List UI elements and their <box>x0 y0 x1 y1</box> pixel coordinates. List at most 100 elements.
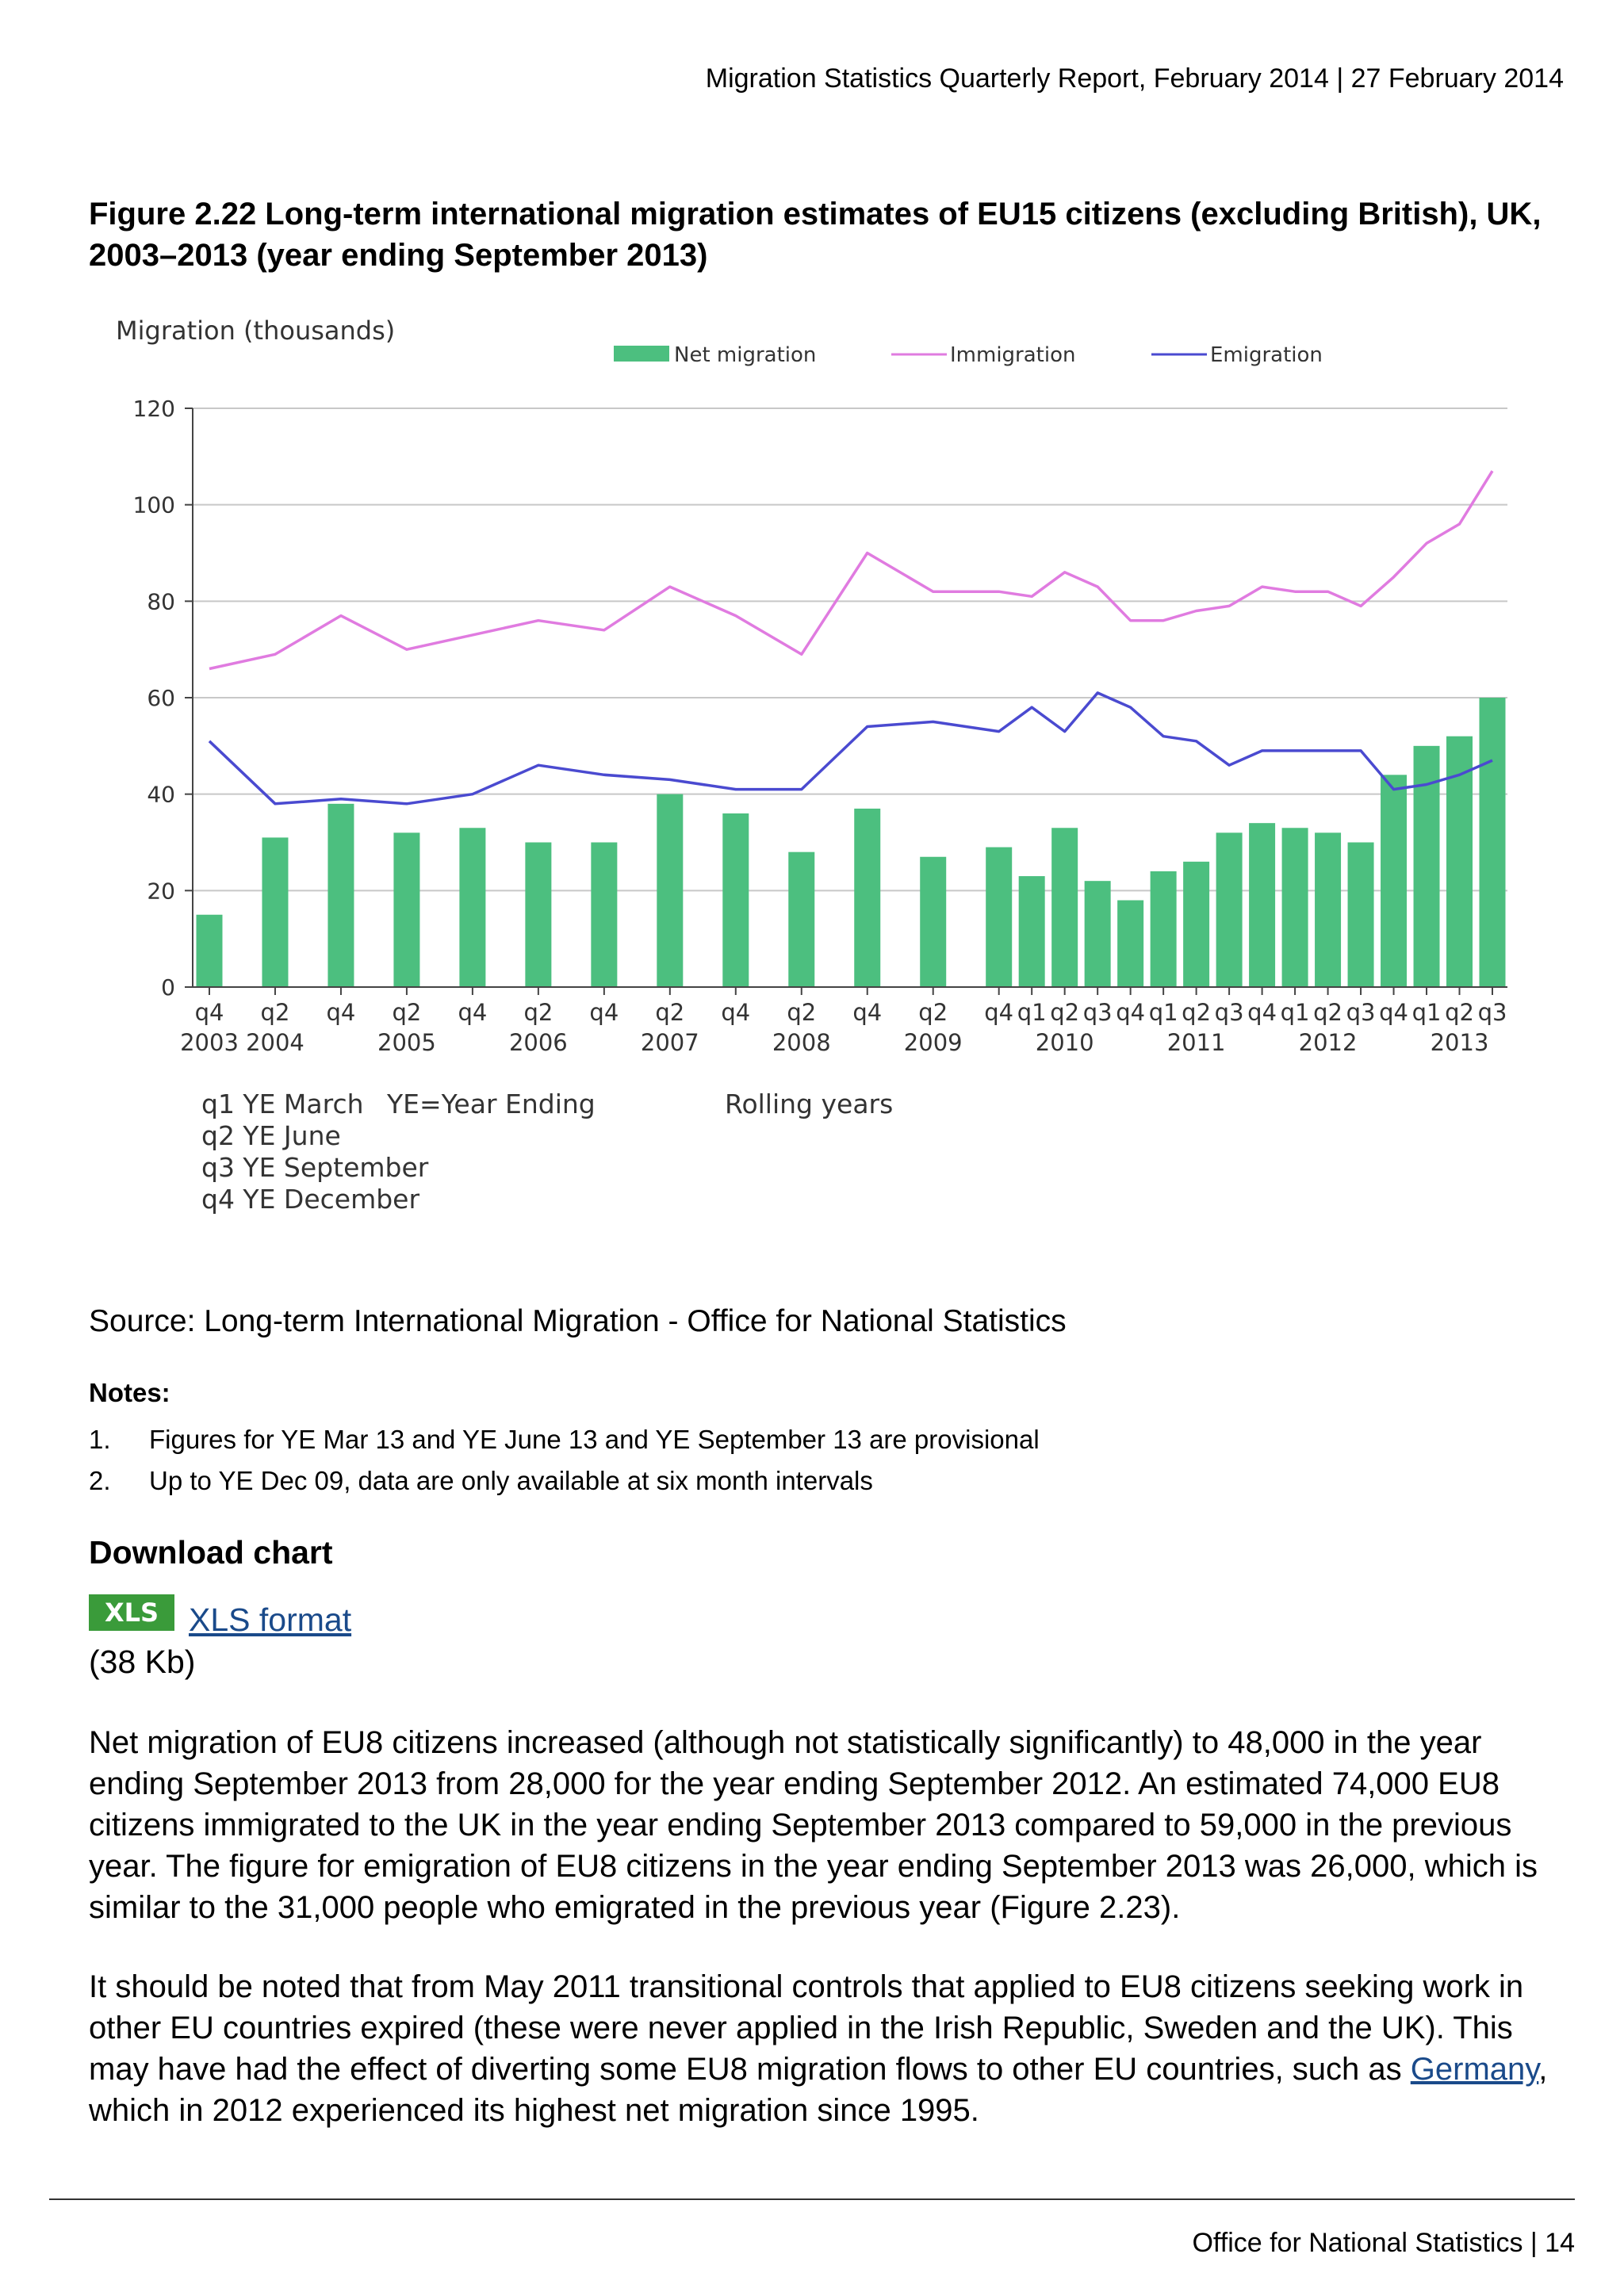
y-tick-label: 0 <box>161 974 175 1001</box>
legend-emigration-label: Emigration <box>1210 343 1323 367</box>
x-tick-labels: q4 q2 q4 q2 q4 q2 q4 q2 q4 q2 q4 q2 q4 q1 q2 q3 q4 q1 q2 q3… <box>180 987 1507 1056</box>
key-q4: q4 YE December <box>201 1184 419 1215</box>
paragraph-transitional-controls: It should be noted that from May 2011 tr… <box>89 1966 1564 2131</box>
net-migration-bar <box>262 837 289 987</box>
footer-text: Office for National Statistics | 14 <box>1192 2228 1575 2258</box>
x-tick-label: q2 <box>918 999 948 1026</box>
paragraph-text: It should be noted that from May 2011 tr… <box>89 1969 1524 2087</box>
x-year-label: 2008 <box>772 1029 831 1056</box>
chart-key: q1 YE March q2 YE June q3 YE September q… <box>201 1089 893 1215</box>
legend-net-label: Net migration <box>674 343 816 367</box>
y-axis-label: Migration (thousands) <box>116 316 395 346</box>
net-migration-bar <box>459 828 486 987</box>
emigration-line <box>208 691 1493 806</box>
x-year-label: 2004 <box>246 1029 304 1056</box>
x-tick-label: q2 <box>1313 999 1342 1026</box>
net-migration-bar <box>1183 861 1210 987</box>
net-migration-bar <box>1315 832 1342 987</box>
x-tick-label: q1 <box>1412 999 1442 1026</box>
file-size: (38 Kb) <box>89 1644 196 1680</box>
x-tick-label: q3 <box>1083 999 1113 1026</box>
net-migration-bar <box>196 914 223 987</box>
axes <box>192 408 1507 988</box>
x-tick-label: q4 <box>195 999 224 1026</box>
x-tick-label: q2 <box>1445 999 1474 1026</box>
germany-link[interactable]: Germany <box>1410 2052 1539 2087</box>
net-migration-bar <box>1479 698 1506 987</box>
x-tick-label: q2 <box>655 999 684 1026</box>
x-tick-label: q4 <box>721 999 750 1026</box>
x-tick-label: q2 <box>523 999 553 1026</box>
note-text: Figures for YE Mar 13 and YE June 13 and… <box>149 1425 1040 1454</box>
note-item: 2. Up to YE Dec 09, data are only availa… <box>89 1460 1040 1502</box>
key-q3: q3 YE September <box>201 1152 429 1183</box>
chart-legend: Net migration Immigration Emigration <box>614 343 1323 367</box>
net-migration-bars <box>196 698 1506 987</box>
net-migration-bar <box>1150 871 1177 987</box>
x-year-label: 2009 <box>904 1029 963 1056</box>
y-tick-label: 20 <box>147 878 175 904</box>
paragraph-eu8-net-migration: Net migration of EU8 citizens increased … <box>89 1725 1538 1925</box>
x-tick-label: q4 <box>1379 999 1408 1026</box>
legend-net-swatch <box>614 346 669 362</box>
net-migration-bar <box>854 808 881 987</box>
net-migration-bar <box>1018 876 1045 987</box>
key-q1: q1 YE March <box>201 1089 364 1119</box>
note-text: Up to YE Dec 09, data are only available… <box>149 1466 873 1495</box>
x-tick-label: q4 <box>1116 999 1145 1026</box>
x-tick-label: q2 <box>787 999 816 1026</box>
net-migration-bar <box>657 794 684 987</box>
x-tick-label: q4 <box>1247 999 1277 1026</box>
y-tick-labels: 0 20 40 60 80 100 120 <box>133 396 193 1001</box>
note-item: 1. Figures for YE Mar 13 and YE June 13 … <box>89 1419 1040 1460</box>
series-lines <box>208 470 1494 806</box>
net-migration-bar <box>1347 842 1374 987</box>
x-year-label: 2005 <box>377 1029 436 1056</box>
net-migration-bar <box>393 832 420 987</box>
y-tick-label: 40 <box>147 782 175 808</box>
key-ye-note: YE=Year Ending <box>386 1089 596 1119</box>
notes-list: 1. Figures for YE Mar 13 and YE June 13 … <box>89 1419 1040 1502</box>
x-year-label: 2011 <box>1167 1029 1226 1056</box>
net-migration-bar <box>920 856 947 987</box>
notes-title: Notes: <box>89 1378 170 1407</box>
net-migration-bar <box>1249 823 1276 987</box>
figure-title: Figure 2.22 Long-term international migr… <box>89 197 1542 273</box>
immigration-line <box>209 470 1494 671</box>
x-tick-label: q3 <box>1478 999 1507 1026</box>
x-year-label: 2007 <box>641 1029 699 1056</box>
legend-immigration-label: Immigration <box>950 343 1075 367</box>
x-tick-label: q2 <box>261 999 290 1026</box>
rolling-years-note: Rolling years <box>725 1089 893 1119</box>
x-tick-label: q3 <box>1346 999 1376 1026</box>
xls-download-link[interactable]: XLS format <box>189 1601 352 1638</box>
net-migration-bar <box>722 813 749 987</box>
y-tick-label: 60 <box>147 685 175 711</box>
net-migration-bar <box>1381 775 1408 987</box>
x-year-label: 2006 <box>509 1029 568 1056</box>
x-tick-label: q4 <box>852 999 882 1026</box>
x-year-label: 2013 <box>1431 1029 1489 1056</box>
x-tick-label: q1 <box>1017 999 1047 1026</box>
x-tick-label: q4 <box>589 999 619 1026</box>
net-migration-bar <box>591 842 618 987</box>
net-migration-bar <box>1051 828 1078 987</box>
x-tick-label: q2 <box>392 999 421 1026</box>
key-q2: q2 YE June <box>201 1120 341 1151</box>
x-tick-label: q1 <box>1149 999 1178 1026</box>
footer-divider <box>49 2198 1575 2200</box>
net-migration-bar <box>788 851 815 987</box>
x-tick-label: q3 <box>1215 999 1244 1026</box>
y-tick-label: 80 <box>147 588 175 614</box>
x-year-label: 2003 <box>180 1029 239 1056</box>
xls-file-icon[interactable]: XLS <box>89 1594 174 1631</box>
x-tick-label: q4 <box>458 999 487 1026</box>
net-migration-bar <box>525 842 552 987</box>
note-number: 1. <box>89 1425 111 1454</box>
net-migration-bar <box>986 847 1013 987</box>
y-tick-label: 120 <box>133 396 175 422</box>
net-migration-bar <box>1084 881 1111 987</box>
net-migration-bar <box>1281 828 1308 987</box>
net-migration-bar <box>1216 832 1243 987</box>
x-year-label: 2010 <box>1036 1029 1094 1056</box>
